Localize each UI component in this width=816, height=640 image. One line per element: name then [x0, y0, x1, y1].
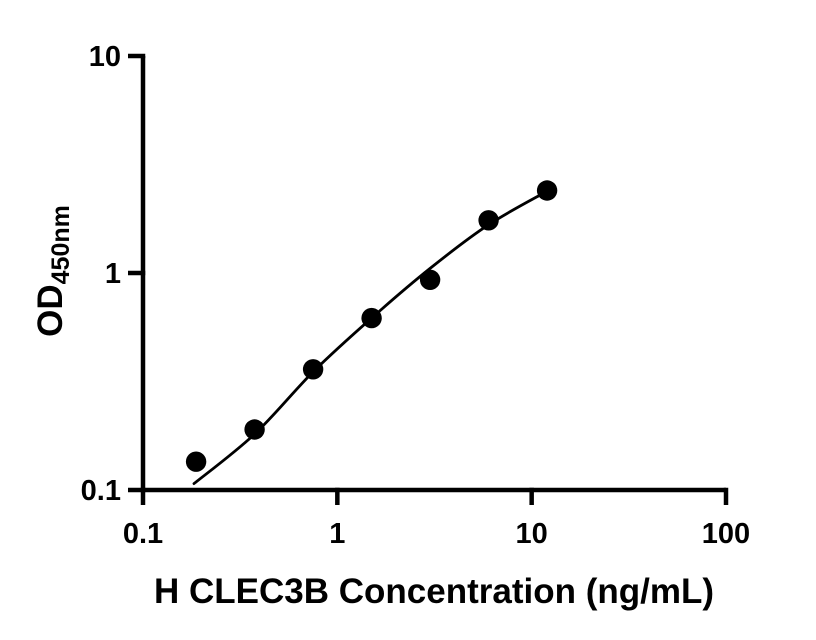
y-tick-label: 0.1 — [81, 475, 121, 507]
x-axis-title: H CLEC3B Concentration (ng/mL) — [154, 572, 714, 611]
x-tick-label: 100 — [702, 518, 750, 550]
data-point — [244, 419, 265, 440]
y-axis-title: OD450nm — [31, 205, 75, 337]
axis-ticks-group — [128, 53, 729, 505]
data-point — [302, 359, 324, 380]
y-axis-title-main: OD — [31, 284, 70, 337]
y-axis-title-subscript: 450nm — [47, 205, 75, 284]
data-point — [478, 210, 499, 231]
y-tick-label: 1 — [105, 258, 121, 290]
data-point — [536, 180, 558, 201]
data-points-group — [185, 180, 558, 472]
tick-labels-group: 0.1 1 10 100 0.1 1 10 — [81, 41, 751, 550]
y-tick-label: 10 — [89, 41, 121, 73]
x-tick-label: 1 — [329, 518, 345, 550]
x-tick-label: 10 — [516, 518, 548, 550]
data-point — [185, 451, 207, 472]
data-point — [419, 269, 441, 290]
data-point — [361, 307, 382, 329]
x-tick-label: 0.1 — [123, 518, 163, 550]
